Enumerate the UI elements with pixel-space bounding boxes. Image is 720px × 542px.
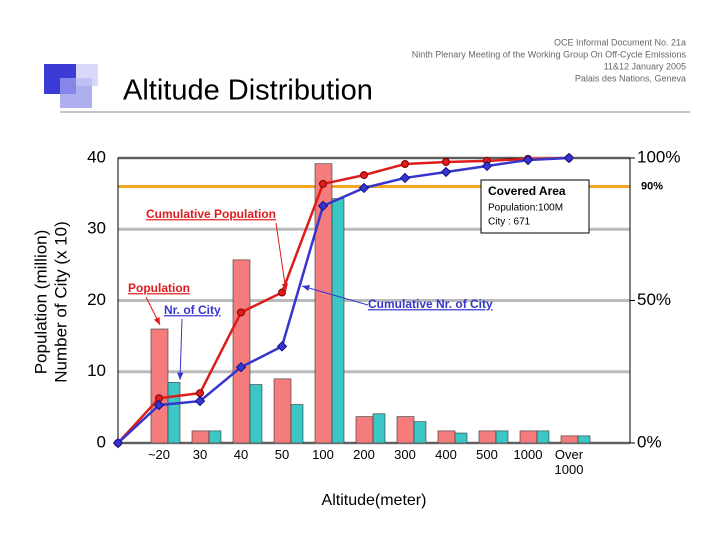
- bar: [191, 430, 210, 444]
- marker: [112, 437, 124, 449]
- info-title: Covered Area: [488, 184, 566, 198]
- y-tick-label: 0: [97, 432, 106, 451]
- x-tick-label: 1000: [513, 447, 543, 462]
- x-axis-label: Altitude(meter): [322, 492, 427, 509]
- marker: [317, 200, 329, 212]
- bar: [372, 413, 386, 444]
- marker: [278, 288, 286, 297]
- marker: [196, 389, 204, 398]
- info-box: [480, 179, 590, 234]
- marker: [153, 399, 165, 411]
- marker: [563, 152, 575, 164]
- header-line: 11&12 January 2005: [604, 61, 686, 71]
- marker: [319, 179, 327, 188]
- bar: [331, 198, 345, 444]
- bar: [355, 416, 374, 444]
- info-line: City : 671: [488, 217, 531, 228]
- y-tick-label: 10: [87, 361, 106, 380]
- bar: [208, 430, 222, 444]
- bar: [232, 259, 251, 444]
- marker: [481, 160, 493, 172]
- marker: [194, 395, 206, 407]
- marker: [401, 159, 409, 168]
- annotation-arrow: [179, 318, 183, 381]
- marker: [276, 341, 288, 352]
- line: [117, 156, 570, 444]
- bar: [290, 404, 304, 444]
- y-tick-label: 20: [87, 290, 106, 309]
- bar: [519, 430, 538, 444]
- x-tick-label: 50: [274, 447, 290, 462]
- x-tick-label: ~20: [147, 447, 171, 462]
- header-line: Ninth Plenary Meeting of the Working Gro…: [412, 49, 687, 59]
- annotation-arrow: [301, 285, 369, 306]
- slide-title: Altitude Distribution: [123, 75, 373, 107]
- info-line: Population:100M: [488, 203, 563, 214]
- bar: [495, 430, 509, 444]
- bar: [273, 378, 292, 444]
- bar: [249, 384, 263, 444]
- y-axis-label: Population (million): [31, 230, 50, 375]
- line: [117, 156, 570, 444]
- annotation: Cumulative Population: [146, 207, 276, 221]
- marker: [442, 157, 450, 166]
- arrow-head: [302, 285, 310, 292]
- x-tick-label: 40: [233, 447, 249, 462]
- bar: [577, 435, 591, 444]
- x-tick-label: 200: [353, 447, 375, 462]
- y2-tick-label: 100%: [637, 147, 680, 166]
- deco-square: [76, 64, 98, 86]
- bar: [150, 328, 169, 444]
- annotation: Cumulative Nr. of City: [368, 297, 493, 311]
- marker: [237, 308, 245, 317]
- arrow-head: [281, 283, 289, 291]
- annotation-arrow: [275, 222, 287, 292]
- marker: [358, 182, 370, 194]
- marker: [235, 361, 247, 373]
- marker: [522, 154, 534, 166]
- x-tick-label: 500: [476, 447, 498, 462]
- x-tick-label: 300: [394, 447, 416, 462]
- y2-tick-label: 50%: [637, 290, 671, 309]
- x-tick-label: 400: [435, 447, 457, 462]
- arrow-head: [177, 372, 184, 380]
- bar: [413, 421, 427, 444]
- y-tick-label: 40: [87, 147, 106, 166]
- y-axis-label: Number of City (x 10): [51, 221, 70, 383]
- bar: [536, 430, 550, 444]
- marker: [399, 172, 411, 184]
- annotation: Population: [128, 281, 190, 295]
- x-tick-label: Over 1000: [554, 447, 584, 477]
- bar: [560, 435, 579, 444]
- marker: [360, 171, 368, 180]
- annotation: Nr. of City: [164, 303, 221, 317]
- bar: [437, 430, 456, 444]
- header-line: Palais des Nations, Geneva: [575, 73, 686, 83]
- y-tick-label: 30: [87, 219, 106, 238]
- header-line: OCE Informal Document No. 21a: [554, 37, 686, 47]
- marker: [440, 166, 452, 178]
- arrow-head: [153, 317, 160, 325]
- x-tick-label: 30: [192, 447, 208, 462]
- bar: [396, 416, 415, 444]
- x-tick-label: 100: [312, 447, 334, 462]
- bar: [478, 430, 497, 444]
- reference-label: 90%: [641, 180, 663, 192]
- bar: [167, 382, 181, 444]
- bar: [454, 432, 468, 444]
- y2-tick-label: 0%: [637, 432, 662, 451]
